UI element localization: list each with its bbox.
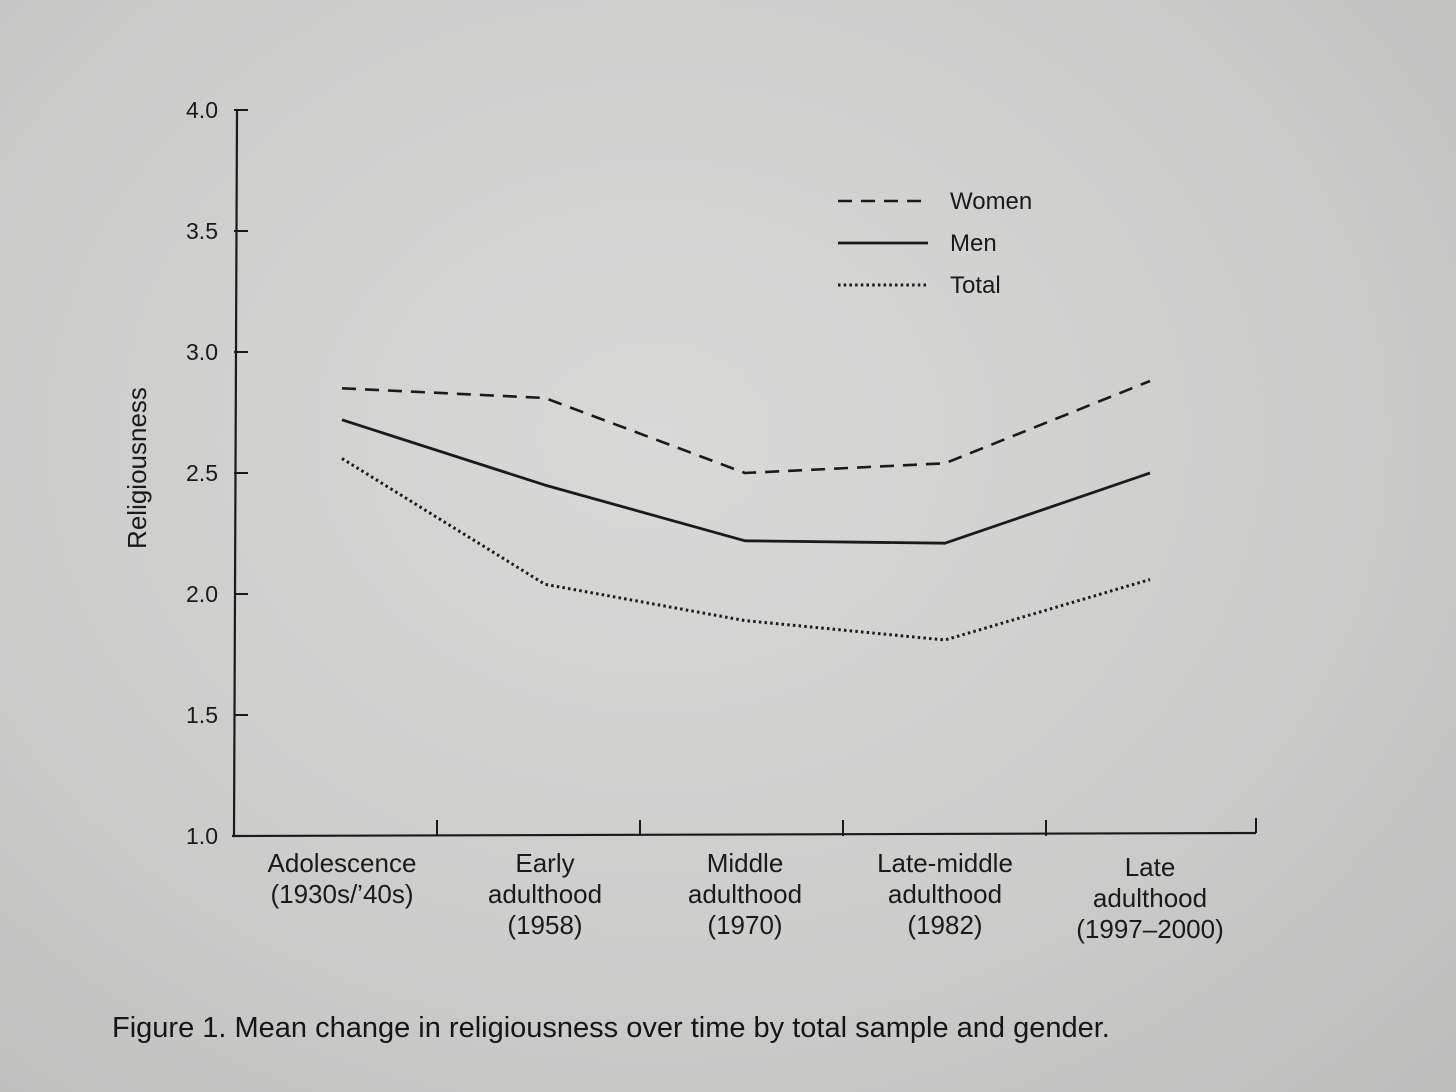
x-axis-categories: Adolescence (1930s/’40s) Early adulthood (19…	[268, 848, 1224, 944]
y-tick-label: 1.5	[186, 702, 218, 728]
legend-label-total: Total	[950, 272, 1001, 299]
x-axis-line	[231, 831, 1257, 838]
y-tick-label: 2.0	[186, 581, 218, 607]
series-line-total	[341, 457, 1151, 642]
legend: Women Men Total	[838, 188, 1032, 299]
y-tick-label: 1.0	[186, 823, 218, 849]
series-line-women	[341, 379, 1151, 475]
series-lines	[341, 379, 1151, 642]
legend-label-women: Women	[950, 188, 1032, 215]
figure-caption: Figure 1. Mean change in religiousness o…	[112, 1012, 1110, 1044]
y-tick-label: 3.0	[186, 339, 218, 365]
x-category-label: Early adulthood (1958)	[488, 848, 602, 940]
legend-label-men: Men	[950, 230, 997, 257]
x-category-label: Middle adulthood (1970)	[688, 848, 802, 940]
line-chart: 1.0 1.5 2.0 2.5 3.0 3.5 4.0 Adolescence (1930s/…	[122, 97, 1257, 944]
y-axis-ticks: 1.0 1.5 2.0 2.5 3.0 3.5 4.0	[186, 97, 248, 849]
y-tick-label: 4.0	[186, 97, 218, 123]
y-axis-title: Religiousness	[122, 387, 152, 549]
x-category-label: Late adulthood (1997–2000)	[1076, 852, 1223, 944]
x-category-label: Late-middle adulthood (1982)	[877, 848, 1013, 940]
y-tick-label: 2.5	[186, 460, 218, 486]
y-tick-label: 3.5	[186, 218, 218, 244]
series-line-men	[341, 418, 1151, 545]
x-category-label: Adolescence (1930s/’40s)	[268, 848, 417, 909]
